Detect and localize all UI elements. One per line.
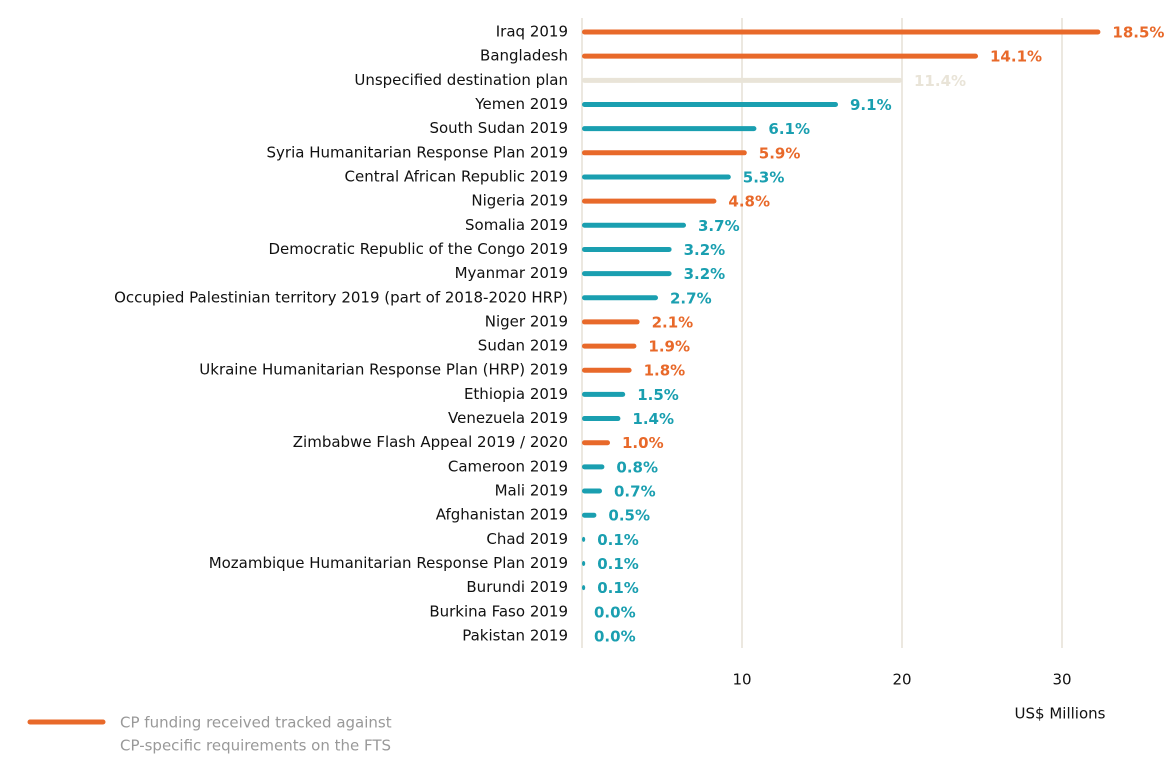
value-label: 5.3%: [743, 168, 785, 186]
category-label: Mozambique Humanitarian Response Plan 20…: [209, 554, 568, 572]
category-label: Nigeria 2019: [471, 192, 568, 210]
legend-label: CP funding received tracked against: [120, 714, 392, 732]
value-label: 0.1%: [597, 579, 639, 597]
bar: [582, 585, 586, 591]
bar: [582, 29, 1101, 35]
bar: [582, 440, 610, 446]
legend-label: CP-specific requirements on the FTS: [120, 737, 391, 755]
value-label: 3.2%: [684, 241, 726, 259]
category-label: Ethiopia 2019: [464, 385, 568, 403]
bar: [582, 174, 731, 180]
bar: [582, 101, 838, 107]
value-label: 1.4%: [632, 410, 674, 428]
bar: [582, 246, 672, 252]
category-label: South Sudan 2019: [429, 119, 568, 137]
bar: [582, 150, 747, 156]
value-label: 2.7%: [670, 289, 712, 307]
bar: [582, 271, 672, 277]
bar: [582, 464, 605, 470]
bar: [582, 391, 626, 397]
bar: [582, 126, 757, 132]
value-label: 14.1%: [990, 48, 1042, 66]
category-label: Cameroon 2019: [448, 457, 568, 475]
value-label: 0.5%: [608, 507, 650, 525]
value-label: 18.5%: [1112, 24, 1164, 42]
category-label: Zimbabwe Flash Appeal 2019 / 2020: [293, 433, 568, 451]
category-label: Yemen 2019: [474, 95, 568, 113]
bar: [582, 512, 597, 518]
x-tick-label: 10: [732, 671, 751, 689]
value-label: 0.8%: [616, 458, 658, 476]
value-label: 9.1%: [850, 96, 892, 114]
value-label: 6.1%: [768, 120, 810, 138]
bar: [582, 222, 686, 228]
category-label: Ukraine Humanitarian Response Plan (HRP)…: [199, 361, 568, 379]
category-label: Pakistan 2019: [462, 627, 568, 645]
bar: [582, 561, 586, 567]
bar: [582, 416, 621, 422]
category-label: Iraq 2019: [496, 23, 568, 41]
value-label: 4.8%: [728, 193, 770, 211]
value-label: 1.0%: [622, 434, 664, 452]
category-label: Central African Republic 2019: [345, 167, 569, 185]
category-label: Occupied Palestinian territory 2019 (par…: [114, 288, 568, 306]
value-label: 0.0%: [594, 603, 636, 621]
x-tick-label: 20: [892, 671, 911, 689]
value-label: 0.0%: [594, 628, 636, 646]
bar: [582, 295, 658, 301]
category-label: Democratic Republic of the Congo 2019: [268, 240, 568, 258]
value-label: 3.7%: [698, 217, 740, 235]
value-label: 1.5%: [637, 386, 679, 404]
bar: [582, 198, 717, 204]
value-label: 0.7%: [614, 483, 656, 501]
value-label: 1.9%: [648, 338, 690, 356]
category-label: Bangladesh: [480, 47, 568, 65]
category-label: Afghanistan 2019: [436, 506, 568, 524]
bar: [582, 53, 978, 59]
x-tick-label: 30: [1052, 671, 1071, 689]
bar: [582, 77, 902, 83]
category-label: Syria Humanitarian Response Plan 2019: [267, 143, 569, 161]
category-label: Unspecified destination plan: [354, 71, 568, 89]
x-axis-title: US$ Millions: [1015, 705, 1106, 723]
bar: [582, 488, 602, 494]
category-label: Burundi 2019: [466, 578, 568, 596]
value-label: 3.2%: [684, 265, 726, 283]
category-label: Sudan 2019: [478, 337, 568, 355]
category-label: Chad 2019: [486, 530, 568, 548]
value-label: 2.1%: [652, 313, 694, 331]
bar: [582, 536, 586, 542]
category-label: Somalia 2019: [465, 216, 568, 234]
category-label: Niger 2019: [485, 312, 568, 330]
bar: [582, 319, 640, 325]
bar: [582, 343, 637, 349]
category-label: Burkina Faso 2019: [429, 602, 568, 620]
value-label: 1.8%: [644, 362, 686, 380]
bar: [582, 367, 632, 373]
value-label: 0.1%: [597, 531, 639, 549]
category-label: Venezuela 2019: [448, 409, 568, 427]
value-label: 5.9%: [759, 144, 801, 162]
value-label: 0.1%: [597, 555, 639, 573]
category-label: Mali 2019: [495, 482, 568, 500]
value-label: 11.4%: [914, 72, 966, 90]
category-label: Myanmar 2019: [455, 264, 568, 282]
